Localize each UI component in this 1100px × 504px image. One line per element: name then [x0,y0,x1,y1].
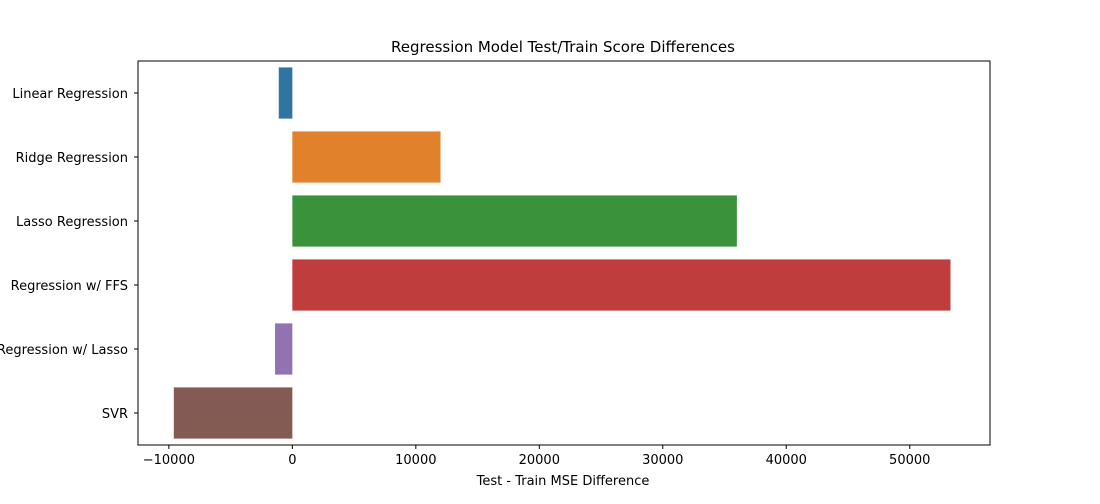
y-tick-label: Lasso Regression [16,215,128,230]
bar-regression-w-lasso [275,323,293,375]
bars-layer [173,67,951,439]
plot-frame [137,60,991,446]
y-tick-label: Linear Regression [12,87,128,102]
x-tick-label: −10000 [143,453,195,468]
y-tick-label: Ridge Regression [16,151,128,166]
x-tick-label: 30000 [642,453,683,468]
bar-svr [173,387,293,439]
x-axis-label: Test - Train MSE Difference [476,474,650,489]
axes-layer [137,60,991,446]
y-tick-label: SVR [102,407,128,422]
bar-lasso-regression [292,195,737,247]
y-tick-label: Regression w/ Lasso [0,343,128,358]
y-tick-label: Regression w/ FFS [11,279,128,294]
bar-ridge-regression [292,131,441,183]
x-tick-label: 0 [288,453,296,468]
plot-area [138,61,990,445]
plot-background-layer [138,61,990,445]
bar-linear-regression [278,67,293,119]
x-tick-label: 20000 [519,453,560,468]
x-tick-label: 10000 [395,453,436,468]
x-tick-label: 40000 [766,453,807,468]
ticks-layer: −10000 0 10000 20000 30000 40000 50000 Linear R… [0,87,930,468]
x-tick-label: 50000 [889,453,930,468]
bar-regression-w-ffs [292,259,951,311]
chart-title: Regression Model Test/Train Score Differ… [391,38,735,56]
